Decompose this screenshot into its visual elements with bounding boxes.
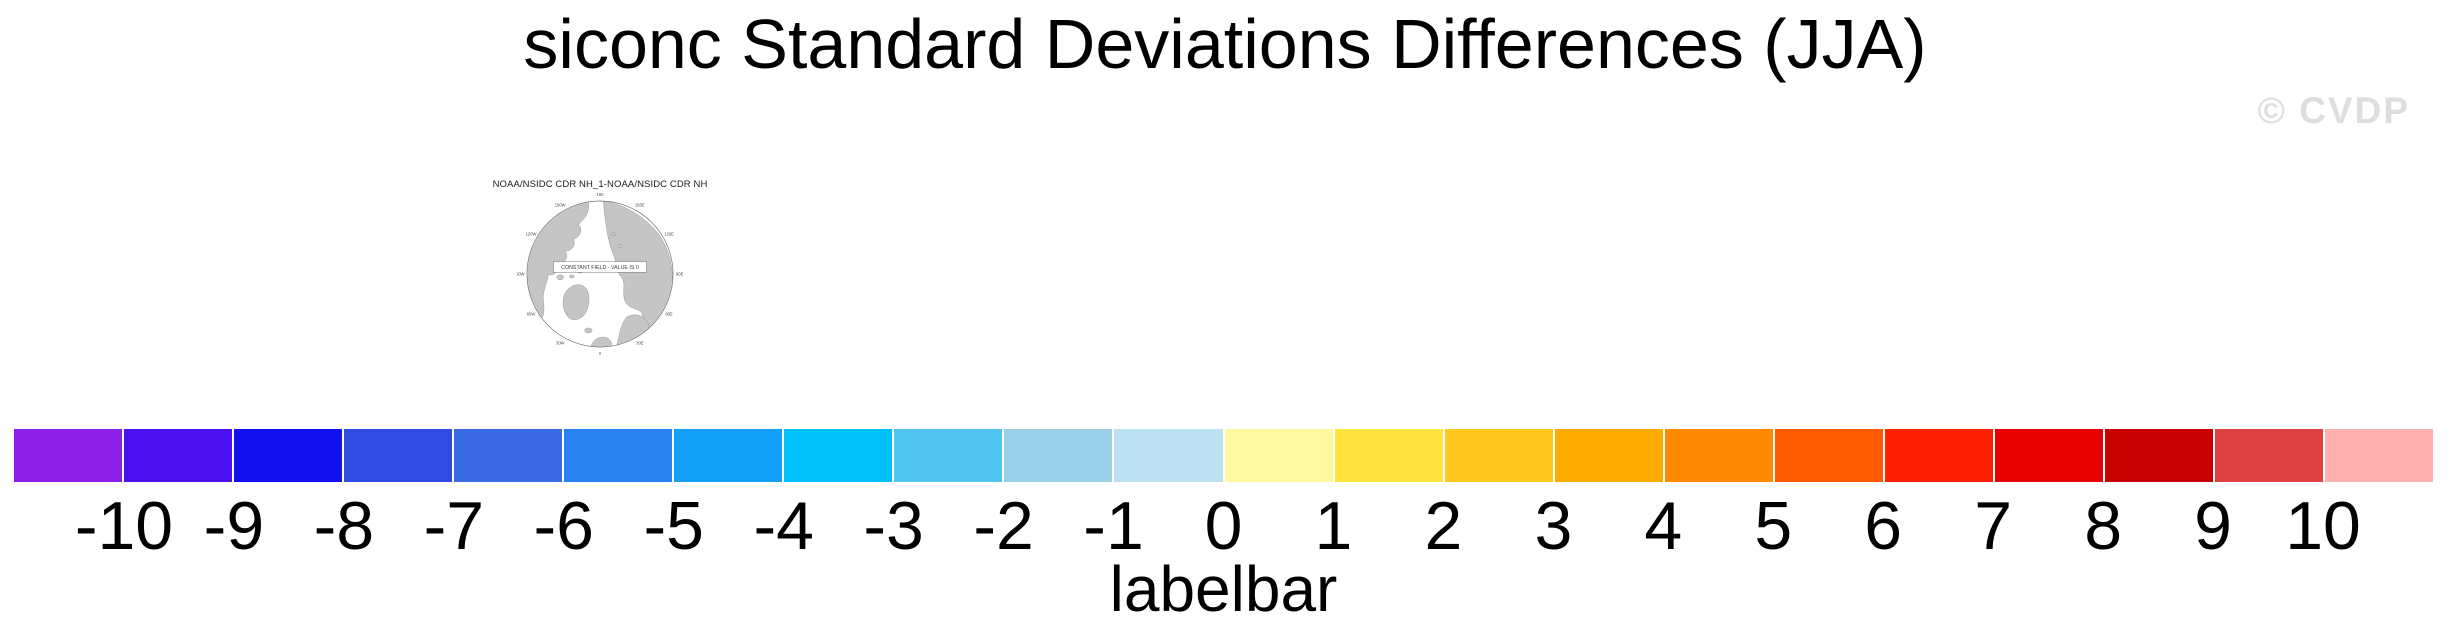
colorbar-tick-label: -8 bbox=[313, 488, 375, 564]
cvdp-watermark: © CVDP bbox=[2257, 90, 2410, 131]
colorbar-cell bbox=[1444, 429, 1553, 482]
colorbar-cell bbox=[1334, 429, 1443, 482]
colorbar-cell bbox=[1994, 429, 2103, 482]
colorbar-caption: labelbar bbox=[1109, 553, 1338, 625]
map-lon-label: 0 bbox=[599, 351, 602, 356]
land-svalbard bbox=[617, 243, 623, 248]
colorbar-tick-label: -7 bbox=[423, 488, 485, 564]
colorbar-cell bbox=[234, 429, 343, 482]
colorbar-cell bbox=[344, 429, 453, 482]
colorbar bbox=[14, 429, 2434, 482]
colorbar-tick-label: -3 bbox=[863, 488, 924, 564]
map-lon-label: 90E bbox=[676, 271, 683, 276]
map-lon-label: 60E bbox=[665, 311, 673, 316]
colorbar-tick-label: 1 bbox=[1314, 488, 1353, 564]
map-lon-label: 60W bbox=[527, 311, 536, 316]
colorbar-cell bbox=[784, 429, 893, 482]
colorbar-tick-label: -1 bbox=[1083, 488, 1144, 564]
map-title: NOAA/NSIDC CDR NH_1-NOAA/NSIDC CDR NH bbox=[492, 179, 708, 190]
map-lon-label: 120E bbox=[664, 232, 674, 237]
colorbar-cell bbox=[454, 429, 563, 482]
map-lon-label: 150E bbox=[635, 202, 645, 207]
colorbar-tick-label: 8 bbox=[2084, 488, 2123, 564]
colorbar-cell bbox=[674, 429, 783, 482]
colorbar-cell bbox=[1554, 429, 1663, 482]
colorbar-tick-label: -10 bbox=[74, 488, 174, 564]
colorbar-cell bbox=[564, 429, 673, 482]
map-lon-label: 30W bbox=[556, 340, 565, 345]
colorbar-cell bbox=[1664, 429, 1773, 482]
constant-field-box bbox=[553, 261, 647, 273]
land-greenland bbox=[562, 284, 590, 320]
colorbar-tick-label: -9 bbox=[203, 488, 265, 564]
colorbar-tick-label: -5 bbox=[643, 488, 704, 564]
colorbar-cell bbox=[2104, 429, 2213, 482]
colorbar-cell bbox=[1004, 429, 1113, 482]
colorbar-cell bbox=[124, 429, 233, 482]
colorbar-tick-label: 9 bbox=[2194, 488, 2232, 564]
colorbar-cell bbox=[2324, 429, 2434, 482]
colorbar-cell bbox=[894, 429, 1003, 482]
colorbar-tick-label: 7 bbox=[1974, 488, 2013, 564]
map-lon-label: 30E bbox=[636, 340, 644, 345]
page-title: siconc Standard Deviations Differences (… bbox=[523, 5, 1927, 83]
colorbar-tick-label: 6 bbox=[1864, 488, 1903, 564]
colorbar-tick-label: -6 bbox=[533, 488, 594, 564]
constant-field-label: CONSTANT FIELD - VALUE IS 0 bbox=[561, 265, 639, 271]
land-iceland bbox=[584, 327, 593, 334]
colorbar-tick-label: 10 bbox=[2285, 488, 2361, 564]
colorbar-cell bbox=[1774, 429, 1883, 482]
colorbar-tick-label: 2 bbox=[1424, 488, 1463, 564]
land-europe bbox=[589, 336, 612, 347]
colorbar-tick-labels: -10 -9 -8 -7 -6 -5 -4 -3 -2 -1 0 1 2 3 4 5 6 7 8 9 10 bbox=[14, 489, 2433, 567]
colorbar-cell bbox=[2214, 429, 2323, 482]
polar-map: CONSTANT FIELD - VALUE IS 0 180 150E 120E 9… bbox=[517, 192, 683, 356]
land-island bbox=[569, 274, 575, 279]
land-island bbox=[610, 232, 616, 237]
colorbar-tick-label: -4 bbox=[753, 488, 814, 564]
colorbar-tick-label: 0 bbox=[1204, 488, 1243, 564]
colorbar-tick-label: 4 bbox=[1644, 488, 1683, 564]
land-island bbox=[556, 274, 564, 281]
colorbar-tick-label: -2 bbox=[973, 488, 1034, 564]
colorbar-cell bbox=[14, 429, 123, 482]
map-lon-label: 120W bbox=[526, 232, 537, 237]
colorbar-tick-label: 3 bbox=[1534, 488, 1573, 564]
map-lon-label: 150W bbox=[555, 202, 566, 207]
map-lon-label: 180 bbox=[597, 192, 605, 197]
colorbar-cell bbox=[1114, 429, 1223, 482]
colorbar-cell bbox=[1884, 429, 1993, 482]
map-lon-label: 90W bbox=[517, 271, 525, 276]
colorbar-tick-label: 5 bbox=[1754, 488, 1793, 564]
colorbar-cell bbox=[1224, 429, 1333, 482]
